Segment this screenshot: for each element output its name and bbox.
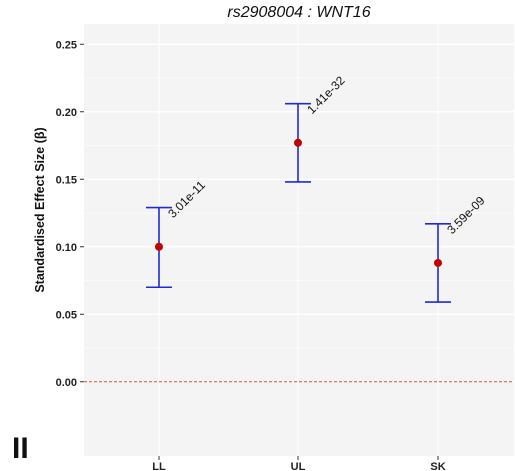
x-tick-label: LL: [152, 461, 166, 471]
y-tick-label: 0.00: [56, 377, 77, 389]
y-tick-label: 0.15: [56, 174, 77, 186]
y-axis-label: Standardised Effect Size (β): [33, 127, 47, 292]
y-tick-label: 0.25: [56, 39, 77, 51]
y-tick-label: 0.20: [56, 107, 77, 119]
estimate-point: [294, 138, 302, 147]
x-tick-label: SK: [430, 461, 445, 471]
chart-title: rs2908004 : WNT16: [227, 4, 370, 21]
panel-label: II: [12, 432, 29, 465]
y-axis-ticks: 0.00 0.05 0.10 0.15 0.20 0.25: [56, 39, 84, 389]
x-axis-ticks: LL UL SK: [152, 456, 446, 471]
estimate-point: [434, 258, 442, 267]
plot-panel: [84, 24, 514, 456]
y-tick-label: 0.10: [56, 242, 77, 254]
estimate-point: [155, 242, 163, 251]
y-tick-label: 0.05: [56, 309, 77, 321]
x-tick-label: UL: [291, 461, 306, 471]
